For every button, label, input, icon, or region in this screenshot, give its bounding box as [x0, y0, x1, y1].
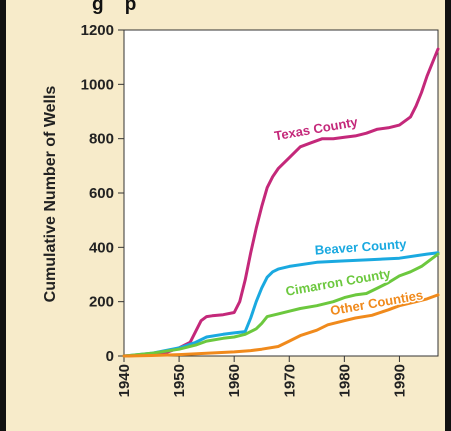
x-tick-label: 1990	[391, 364, 408, 397]
series-lines	[122, 47, 440, 358]
x-tick-label: 1950	[171, 364, 188, 397]
series-line-other-counties	[122, 293, 440, 358]
y-tick-label: 1200	[81, 22, 114, 39]
series-line-texas-county	[122, 47, 440, 358]
plot-area	[123, 29, 439, 357]
x-tick-label: 1970	[281, 364, 298, 397]
y-tick-label: 400	[89, 239, 114, 256]
y-axis-label: Cumulative Number of Wells	[42, 86, 59, 303]
x-tick-label: 1980	[336, 364, 353, 397]
y-tick-label: 600	[89, 185, 114, 202]
y-tick-label: 0	[106, 348, 114, 365]
y-tick-label: 1000	[81, 76, 114, 93]
series-line-beaver-county	[122, 251, 440, 358]
y-tick-label: 200	[89, 294, 114, 311]
chart-title-partial: g p	[92, 0, 136, 15]
x-axis-ticks: 1940 1950 1960 1970 1980 1990	[116, 356, 408, 397]
y-tick-label: 800	[89, 131, 114, 148]
y-axis-ticks: 0 200 400 600 800 1000 1200	[81, 22, 124, 365]
x-tick-label: 1960	[226, 364, 243, 397]
x-tick-label: 1940	[116, 364, 133, 397]
series-line-cimarron-county	[122, 252, 440, 358]
